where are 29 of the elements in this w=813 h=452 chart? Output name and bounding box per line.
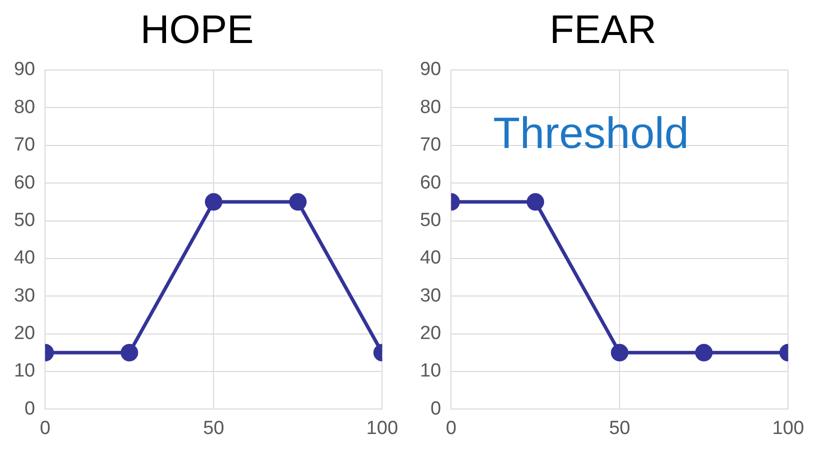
y-tick-label: 10 bbox=[420, 360, 442, 382]
y-tick-label: 80 bbox=[14, 96, 36, 118]
y-tick-label: 40 bbox=[14, 248, 36, 269]
x-tick-label: 100 bbox=[366, 418, 398, 439]
y-tick-label: 0 bbox=[24, 398, 36, 420]
y-tick-label: 10 bbox=[14, 360, 36, 382]
x-tick-label: 100 bbox=[772, 418, 804, 439]
x-tick-label: 0 bbox=[446, 418, 456, 439]
y-tick-label: 0 bbox=[430, 398, 442, 420]
y-tick-label: 70 bbox=[14, 134, 36, 156]
x-tick-label: 0 bbox=[40, 418, 50, 439]
y-tick-label: 50 bbox=[14, 210, 36, 231]
y-tick-label: 30 bbox=[420, 285, 442, 306]
x-tick-label: 50 bbox=[609, 418, 630, 439]
y-tick-label: 30 bbox=[14, 285, 36, 306]
y-tick-label: 90 bbox=[14, 59, 36, 80]
y-tick-label: 60 bbox=[420, 172, 442, 194]
y-tick-label: 60 bbox=[14, 172, 36, 194]
x-tick-label: 50 bbox=[203, 418, 224, 439]
annotation: Threshold bbox=[493, 109, 689, 158]
y-tick-label: 20 bbox=[420, 323, 442, 344]
y-tick-label: 20 bbox=[14, 323, 36, 344]
y-tick-label: 50 bbox=[420, 210, 442, 231]
chart-title: FEAR bbox=[550, 8, 656, 52]
y-tick-label: 70 bbox=[420, 134, 442, 156]
y-tick-label: 40 bbox=[420, 248, 442, 269]
y-tick-label: 90 bbox=[420, 59, 442, 80]
chart-title: HOPE bbox=[140, 8, 254, 52]
y-tick-label: 80 bbox=[420, 96, 442, 118]
